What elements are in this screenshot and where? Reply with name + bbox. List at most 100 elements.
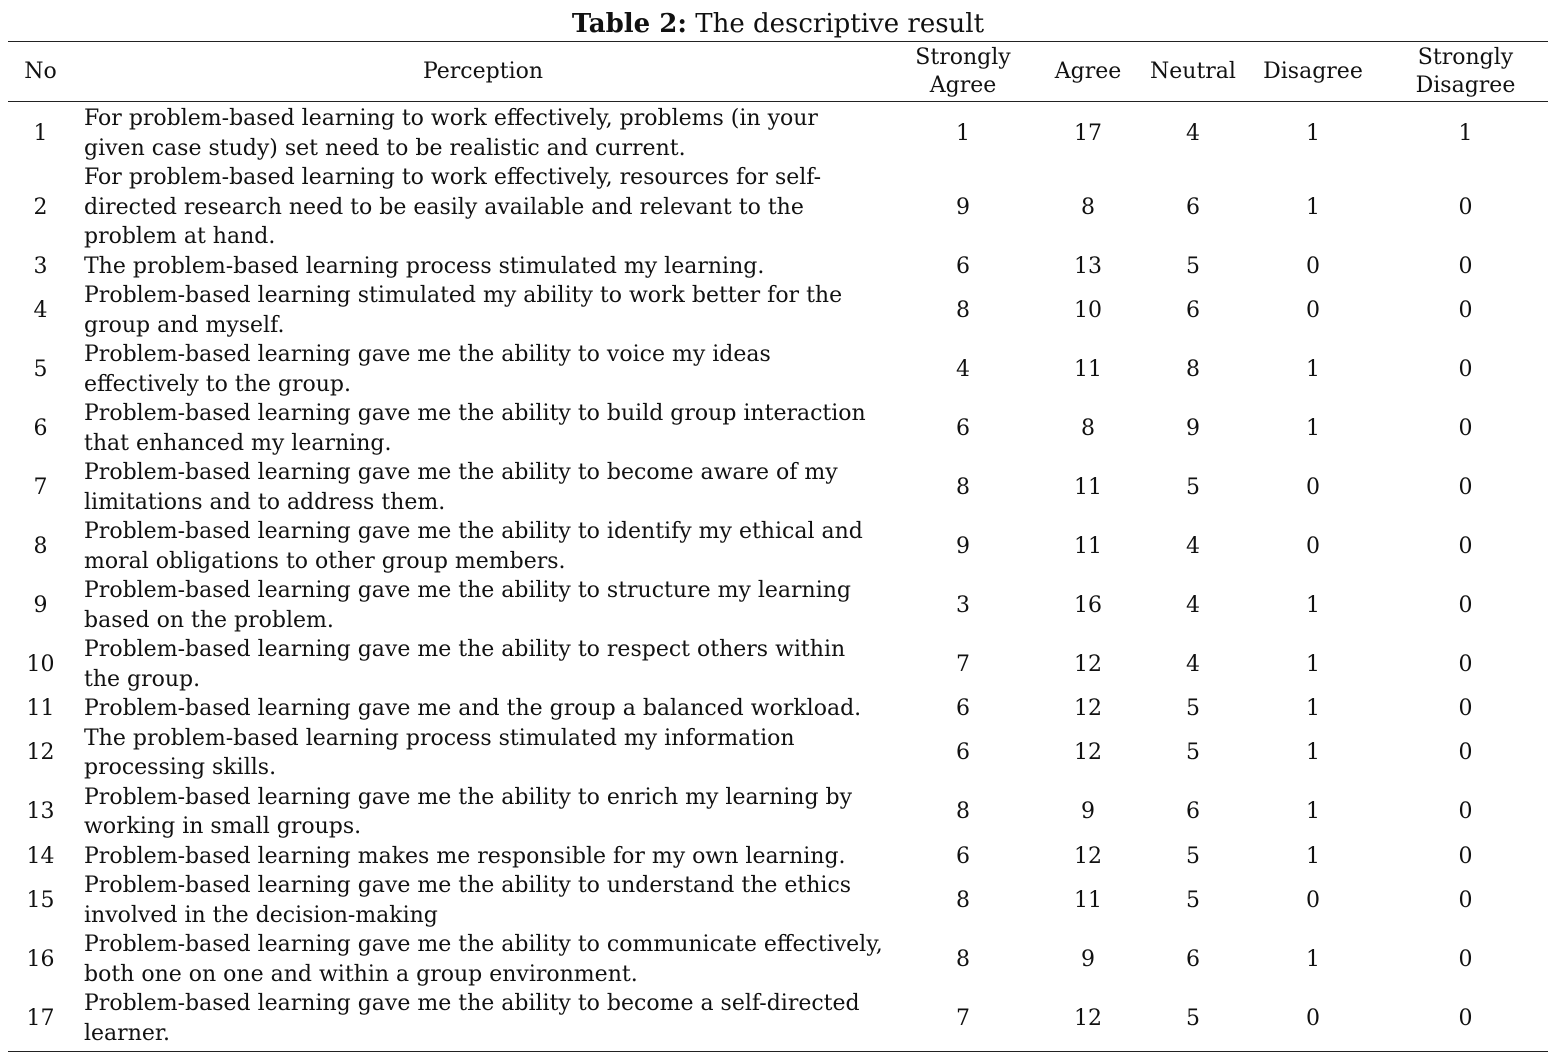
cell-agree: 12 [1074,740,1102,766]
cell-disagree: 1 [1306,120,1320,146]
cell-perception: Problem-based learning gave me the abili… [84,932,883,987]
cell-disagree: 1 [1306,651,1320,677]
cell-strongly-disagree: 0 [1458,194,1473,220]
cell-no: 7 [33,474,48,500]
cell-perception: Problem-based learning gave me the abili… [84,578,852,633]
cell-disagree: 1 [1306,415,1320,441]
cell-no: 11 [26,696,55,721]
cell-disagree: 0 [1306,297,1320,323]
cell-perception: Problem-based learning gave me the abili… [84,784,853,840]
table-row: 14 Problem-based learning makes me respon… [8,842,1548,872]
cell-perception: Problem-based learning gave me the abili… [84,637,846,692]
cell-disagree: 0 [1306,253,1320,279]
cell-agree: 10 [1074,297,1102,323]
cell-neutral: 6 [1186,194,1200,220]
cell-strongly-agree: 6 [956,253,970,279]
cell-agree: 12 [1074,1005,1102,1031]
cell-perception: The problem-based learning process stimu… [84,725,795,781]
cell-strongly-agree: 8 [956,799,970,825]
cell-strongly-disagree: 0 [1458,253,1473,279]
cell-strongly-disagree: 0 [1458,740,1473,766]
cell-no: 8 [33,533,48,559]
cell-strongly-disagree: 0 [1458,887,1473,913]
cell-strongly-agree: 9 [956,533,970,559]
cell-no: 12 [26,740,55,766]
cell-agree: 8 [1081,194,1095,220]
cell-no: 2 [33,194,48,220]
cell-neutral: 5 [1186,1005,1200,1031]
table-row: 8 Problem-based learning gave me the abil… [8,517,1548,576]
table-row: 13 Problem-based learning gave me the abi… [8,783,1548,842]
cell-agree: 8 [1081,415,1095,441]
cell-perception: The problem-based learning process stimu… [84,253,765,279]
cell-neutral: 5 [1186,740,1200,766]
table-row: 11 Problem-based learning gave me and the… [8,694,1548,724]
cell-neutral: 5 [1186,887,1200,913]
cell-disagree: 0 [1306,1005,1320,1031]
cell-neutral: 4 [1186,533,1200,559]
header-perception: Perception [73,41,893,102]
cell-disagree: 1 [1306,946,1320,972]
header-strongly-agree: Strongly Agree [893,41,1033,102]
cell-strongly-agree: 4 [956,356,970,382]
cell-agree: 11 [1074,533,1102,559]
cell-agree: 11 [1074,474,1102,500]
cell-strongly-agree: 1 [956,120,970,146]
table-row: 15 Problem-based learning gave me the abi… [8,871,1548,930]
cell-neutral: 6 [1186,799,1200,825]
cell-strongly-agree: 8 [956,297,970,323]
cell-strongly-disagree: 0 [1458,474,1473,500]
cell-disagree: 1 [1306,740,1320,766]
cell-strongly-agree: 6 [956,843,970,869]
cell-agree: 17 [1074,120,1102,146]
cell-agree: 11 [1074,887,1102,913]
cell-perception: Problem-based learning gave me the abili… [84,401,866,456]
cell-neutral: 6 [1186,946,1200,972]
cell-strongly-agree: 6 [956,740,970,766]
cell-strongly-disagree: 0 [1458,696,1473,721]
cell-strongly-agree: 3 [956,592,970,618]
cell-strongly-disagree: 0 [1458,356,1473,382]
cell-disagree: 0 [1306,887,1320,913]
cell-no: 15 [26,887,55,913]
cell-no: 14 [26,843,55,869]
table-caption: Table 2: The descriptive result [0,8,1554,40]
header-no: No [8,41,73,102]
cell-no: 13 [26,799,55,825]
cell-agree: 9 [1081,799,1095,825]
cell-perception: Problem-based learning gave me the abili… [84,342,771,397]
table-row: 2 For problem-based learning to work effe… [8,163,1548,252]
cell-neutral: 4 [1186,651,1200,677]
cell-strongly-agree: 8 [956,887,970,913]
cell-strongly-agree: 7 [956,1005,970,1031]
cell-perception: Problem-based learning gave me the abili… [84,991,860,1046]
cell-neutral: 5 [1186,253,1200,279]
cell-agree: 16 [1074,592,1102,618]
cell-neutral: 9 [1186,415,1200,441]
cell-no: 17 [26,1005,55,1031]
cell-agree: 12 [1074,696,1102,721]
table-header: No Perception Strongly Agree Agree Neutr… [8,41,1548,102]
cell-disagree: 0 [1306,533,1320,559]
table-row: 5 Problem-based learning gave me the abil… [8,340,1548,399]
cell-disagree: 0 [1306,474,1320,500]
cell-disagree: 1 [1306,356,1320,382]
cell-perception: Problem-based learning gave me and the g… [84,696,862,721]
cell-strongly-disagree: 0 [1458,533,1473,559]
cell-perception: Problem-based learning makes me responsi… [84,843,846,869]
cell-perception: Problem-based learning stimulated my abi… [84,283,843,338]
cell-no: 6 [33,415,48,441]
table-row: 10 Problem-based learning gave me the abi… [8,635,1548,694]
cell-perception: Problem-based learning gave me the abili… [84,460,838,515]
cell-perception: Problem-based learning gave me the abili… [84,873,852,928]
table-row: 12 The problem-based learning process sti… [8,724,1548,783]
table-row: 6 Problem-based learning gave me the abil… [8,399,1548,458]
cell-no: 3 [33,253,48,279]
cell-disagree: 1 [1306,592,1320,618]
cell-strongly-disagree: 0 [1458,592,1473,618]
cell-strongly-disagree: 0 [1458,843,1473,869]
cell-strongly-disagree: 0 [1458,415,1473,441]
cell-strongly-agree: 7 [956,651,970,677]
header-row: No Perception Strongly Agree Agree Neutr… [8,41,1548,102]
table-row: 17 Problem-based learning gave me the abi… [8,989,1548,1052]
